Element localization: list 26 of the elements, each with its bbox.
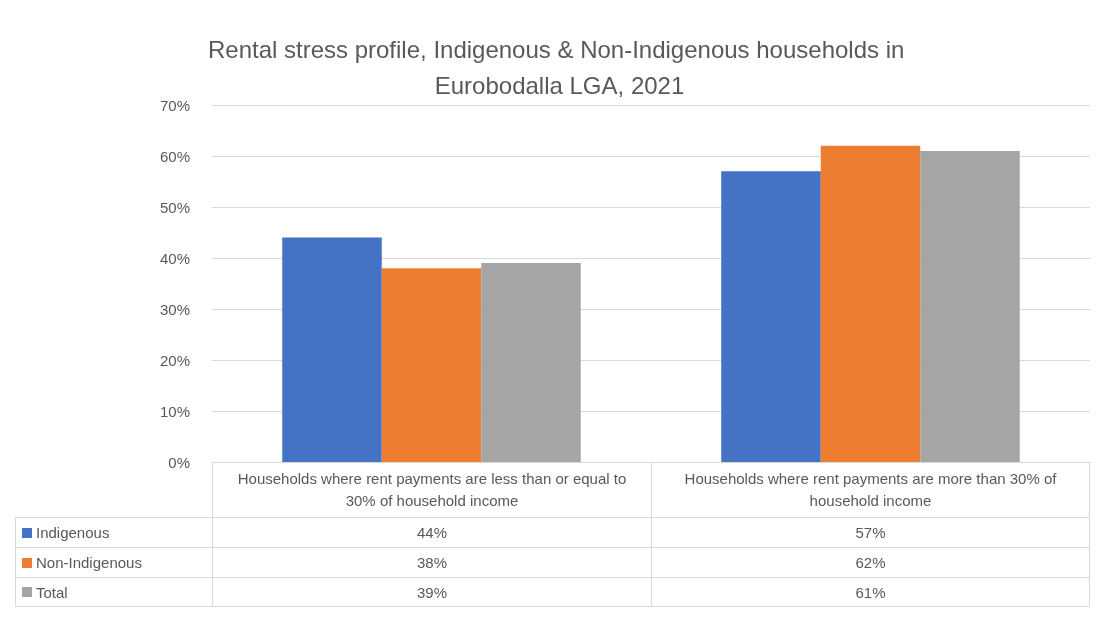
legend-label: Total (36, 583, 68, 601)
x-tick-label: Households where rent payments are more than 30% of household income (651, 462, 1090, 517)
data-label: 44% (212, 517, 651, 547)
bar (282, 237, 382, 462)
y-tick-label: 50% (159, 198, 190, 216)
bar (481, 263, 581, 462)
y-tick-label: 0% (168, 453, 190, 471)
bar (820, 145, 921, 462)
chart-title: Rental stress profile, Indigenous & Non-Indigenous households in Eurobodalla LGA, 2021 (207, 35, 912, 99)
bar (381, 268, 482, 462)
y-tick-label: 10% (159, 402, 190, 420)
y-tick-label: 30% (159, 300, 190, 318)
x-tick-label: Households where rent payments are less than or equal to 30% of household income (212, 462, 651, 517)
bar (920, 150, 1020, 462)
data-label: 61% (651, 577, 1090, 607)
y-tick-label: 20% (159, 351, 190, 369)
legend-label: Non-Indigenous (36, 554, 142, 571)
legend-label: Indigenous (36, 524, 110, 541)
data-label: 62% (651, 547, 1090, 577)
y-tick-label: 40% (159, 249, 190, 267)
data-label: 38% (212, 547, 651, 577)
y-tick-label: 70% (159, 96, 190, 114)
bar (721, 171, 821, 462)
y-tick-label: 60% (159, 147, 190, 165)
data-label: 57% (651, 517, 1090, 547)
data-label: 39% (212, 577, 651, 607)
